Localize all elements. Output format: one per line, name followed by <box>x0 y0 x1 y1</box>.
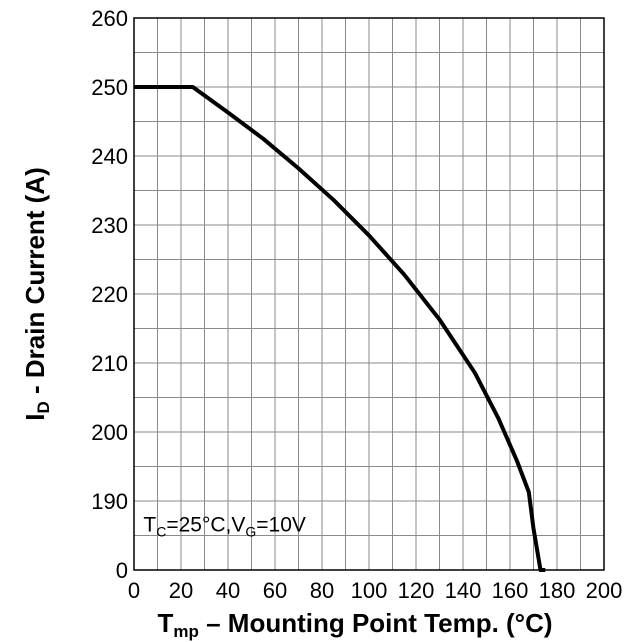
y-tick-label: 200 <box>91 420 128 445</box>
annotation-subscript: C <box>156 523 166 539</box>
x-tick-label: 80 <box>310 578 334 603</box>
x-tick-label: 20 <box>169 578 193 603</box>
annotation-text: =10V <box>256 513 306 536</box>
x-axis-title: Tmp – Mounting Point Temp. (°C) <box>157 608 552 641</box>
y-axis-title: ID - Drain Current (A) <box>20 167 53 421</box>
horizontal-gridlines <box>134 52 604 536</box>
annotation-text: T <box>143 513 156 536</box>
x-tick-label: 0 <box>128 578 140 603</box>
test-condition-annotation: TC=25°C,VG=10V <box>143 513 306 539</box>
x-tick-label: 200 <box>586 578 623 603</box>
plot-frame <box>133 17 605 571</box>
y-tick-label: 230 <box>91 213 128 238</box>
annotation-text: =25°C,V <box>166 513 245 536</box>
y-tick-label: 0 <box>116 558 128 583</box>
x-axis-title-subscript: mp <box>173 622 199 641</box>
y-tick-label: 260 <box>91 6 128 31</box>
y-tick-label: 210 <box>91 351 128 376</box>
y-tick-labels: 0 190 200 210 220 230 240 250 260 <box>91 6 128 583</box>
x-tick-label: 60 <box>263 578 287 603</box>
x-tick-labels: 0 20 40 60 80 100 120 140 160 180 200 <box>128 578 622 603</box>
y-axis-title-subscript: D <box>34 401 53 413</box>
annotation-subscript: G <box>245 523 256 539</box>
y-tick-label: 220 <box>91 282 128 307</box>
x-tick-label: 120 <box>398 578 435 603</box>
y-tick-label: 190 <box>91 489 128 514</box>
derating-curve <box>134 85 546 572</box>
x-tick-label: 180 <box>539 578 576 603</box>
x-tick-label: 160 <box>492 578 529 603</box>
x-tick-label: 100 <box>351 578 388 603</box>
x-axis-title-main: T <box>157 608 173 638</box>
y-axis-title-main: I <box>20 414 50 421</box>
x-tick-label: 40 <box>216 578 240 603</box>
y-tick-label: 250 <box>91 75 128 100</box>
x-tick-label: 140 <box>445 578 482 603</box>
x-axis-title-rest: – Mounting Point Temp. (°C) <box>199 608 553 638</box>
y-axis-title-rest: - Drain Current (A) <box>20 167 50 401</box>
y-tick-label: 240 <box>91 144 128 169</box>
